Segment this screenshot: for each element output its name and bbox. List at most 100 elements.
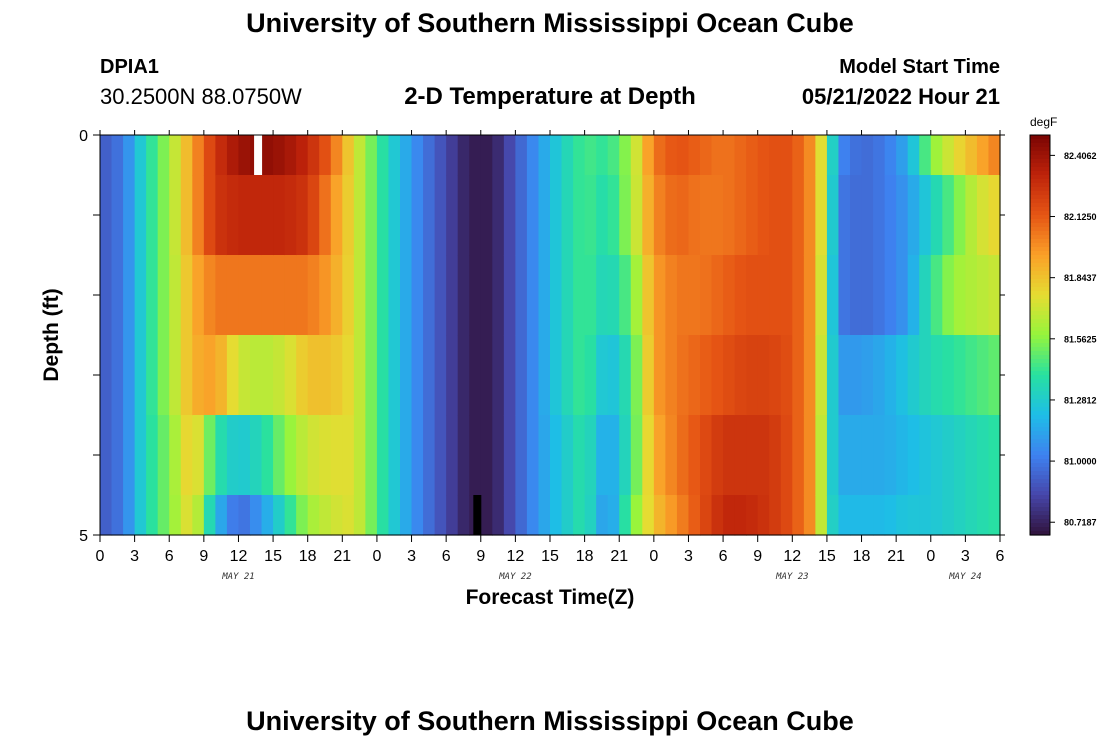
x-tick-label: 9	[476, 548, 485, 565]
heatmap-cell	[665, 175, 678, 256]
heatmap-cell	[388, 415, 401, 496]
heatmap-cell	[273, 415, 286, 496]
heatmap-cell	[365, 495, 378, 536]
heatmap-cell	[307, 335, 320, 416]
heatmap-cell	[838, 255, 851, 336]
heatmap-cell	[365, 255, 378, 336]
heatmap-cell	[319, 495, 332, 536]
heatmap-cell	[457, 175, 470, 256]
colorbar-tick-label: 81.8437	[1064, 273, 1097, 283]
heatmap-cell	[226, 415, 240, 496]
heatmap-cell	[803, 255, 816, 336]
heatmap-cell	[515, 135, 528, 176]
heatmap-cell	[250, 175, 263, 256]
heatmap-cell	[400, 415, 413, 496]
heatmap-cell	[780, 335, 793, 416]
heatmap-cell	[746, 495, 759, 536]
heatmap-cell	[700, 415, 713, 496]
x-tick-label: 3	[961, 548, 970, 565]
colorbar-swatch	[1030, 155, 1050, 160]
heatmap-cell	[653, 495, 666, 536]
colorbar-swatch	[1030, 171, 1050, 176]
heatmap-cell	[965, 335, 978, 416]
heatmap-cell	[953, 255, 966, 336]
heatmap-cell	[111, 335, 124, 416]
colorbar-swatch	[1030, 523, 1050, 528]
heatmap-cell	[930, 175, 943, 256]
colorbar-swatch	[1030, 431, 1050, 436]
heatmap-cell	[169, 495, 182, 536]
colorbar-swatch	[1030, 447, 1050, 452]
colorbar-swatch	[1030, 399, 1050, 404]
heatmap-cell	[734, 335, 747, 416]
heatmap-cell	[446, 415, 459, 496]
heatmap-cell	[157, 255, 170, 336]
date-label: MAY 24	[948, 572, 982, 582]
missing-data-marker	[473, 495, 482, 535]
heatmap-cell	[723, 415, 736, 496]
heatmap-cell	[353, 415, 366, 496]
heatmap-cell	[619, 255, 632, 336]
heatmap-cell	[838, 415, 851, 496]
colorbar-swatch	[1030, 347, 1050, 352]
heatmap-cell	[111, 135, 124, 176]
heatmap-cell	[123, 255, 136, 336]
x-tick-label: 18	[299, 548, 317, 565]
heatmap-cell	[134, 175, 147, 256]
heatmap-cell	[769, 135, 782, 176]
colorbar-swatch	[1030, 367, 1050, 372]
colorbar-swatch	[1030, 207, 1050, 212]
heatmap-cell	[550, 495, 563, 536]
heatmap-cell	[503, 255, 516, 336]
heatmap-cell	[930, 415, 943, 496]
heatmap-cell	[757, 135, 770, 176]
heatmap-cell	[838, 175, 851, 256]
heatmap-cell	[330, 135, 343, 176]
heatmap-cell	[503, 335, 516, 416]
heatmap-cell	[757, 495, 770, 536]
x-tick-label: 0	[649, 548, 658, 565]
heatmap-cell	[434, 495, 447, 536]
heatmap-cell	[526, 135, 540, 176]
heatmap-cell	[665, 135, 678, 176]
heatmap-cell	[930, 255, 943, 336]
heatmap-cell	[573, 335, 586, 416]
colorbar-frame	[1029, 134, 1051, 536]
colorbar-unit: degF	[1030, 115, 1057, 129]
heatmap-cell	[376, 415, 390, 496]
colorbar-swatch	[1030, 243, 1050, 248]
heatmap-cell	[803, 415, 816, 496]
colorbar-tick-label: 82.1250	[1064, 212, 1097, 222]
heatmap-cell	[261, 175, 274, 256]
heatmap-cell	[284, 135, 297, 176]
heatmap-cell	[838, 335, 851, 416]
heatmap-cell	[146, 495, 159, 536]
heatmap-cell	[273, 495, 286, 536]
colorbar-swatch	[1030, 135, 1050, 140]
heatmap-cell	[815, 135, 828, 176]
heatmap-cell	[180, 175, 193, 256]
colorbar-swatch	[1030, 151, 1050, 156]
x-tick-label: 9	[199, 548, 208, 565]
heatmap-cell	[734, 495, 747, 536]
heatmap-cell	[307, 135, 320, 176]
colorbar-swatch	[1030, 363, 1050, 368]
heatmap-cell	[503, 495, 516, 536]
heatmap-cell	[203, 135, 216, 176]
heatmap-cell	[838, 135, 851, 176]
heatmap-cell	[388, 335, 401, 416]
heatmap-cell	[665, 335, 678, 416]
heatmap-cell	[896, 335, 909, 416]
heatmap-cell	[238, 255, 251, 336]
colorbar-swatch	[1030, 435, 1050, 440]
heatmap-cell	[630, 135, 643, 176]
x-tick-label: 6	[996, 548, 1005, 565]
heatmap-cell	[573, 135, 586, 176]
heatmap-cell	[619, 415, 632, 496]
heatmap-cell	[826, 175, 840, 256]
heatmap-cell	[711, 415, 724, 496]
heatmap-cell	[469, 255, 482, 336]
heatmap-cell	[688, 255, 701, 336]
heatmap-cell	[630, 335, 643, 416]
heatmap-cell	[861, 255, 874, 336]
